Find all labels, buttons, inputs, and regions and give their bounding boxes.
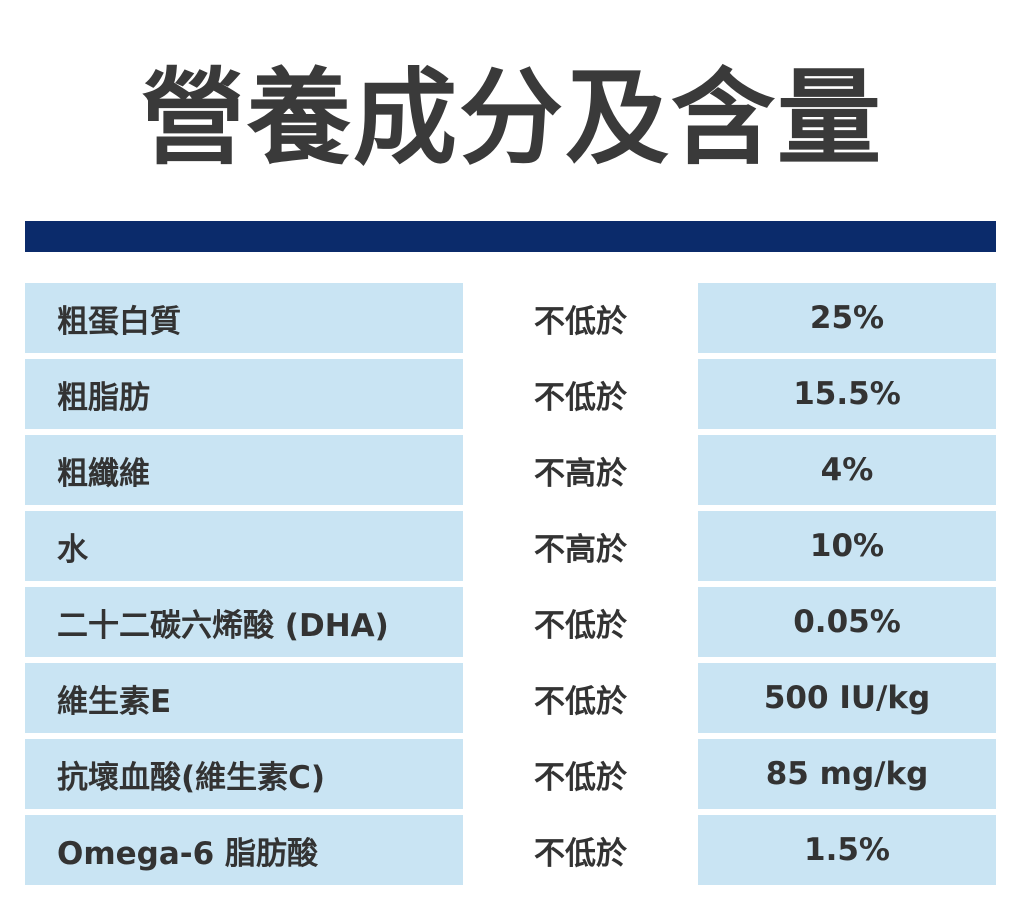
- nutrient-name: 水: [25, 511, 463, 581]
- nutrient-condition: 不低於: [463, 587, 698, 657]
- nutrient-condition: 不高於: [463, 435, 698, 505]
- table-row: 維生素E 不低於 500 IU/kg: [25, 663, 996, 733]
- nutrient-name: 維生素E: [25, 663, 463, 733]
- nutrient-value: 15.5%: [698, 359, 996, 429]
- nutrient-value: 25%: [698, 283, 996, 353]
- nutrient-condition: 不低於: [463, 815, 698, 885]
- nutrient-value: 500 IU/kg: [698, 663, 996, 733]
- nutrient-condition: 不低於: [463, 663, 698, 733]
- table-row: 粗蛋白質 不低於 25%: [25, 283, 996, 353]
- nutrient-value: 85 mg/kg: [698, 739, 996, 809]
- nutrient-value: 1.5%: [698, 815, 996, 885]
- nutrient-condition: 不低於: [463, 283, 698, 353]
- nutrient-condition: 不低於: [463, 739, 698, 809]
- title-divider-bar: [25, 221, 996, 252]
- page-title: 營養成分及含量: [140, 57, 883, 179]
- nutrient-name: Omega-6 脂肪酸: [25, 815, 463, 885]
- table-row: 抗壞血酸(維生素C) 不低於 85 mg/kg: [25, 739, 996, 809]
- nutrient-name: 粗纖維: [25, 435, 463, 505]
- nutrient-condition: 不低於: [463, 359, 698, 429]
- nutrient-name: 粗蛋白質: [25, 283, 463, 353]
- nutrient-name: 抗壞血酸(維生素C): [25, 739, 463, 809]
- table-row: Omega-6 脂肪酸 不低於 1.5%: [25, 815, 996, 885]
- nutrient-name: 粗脂肪: [25, 359, 463, 429]
- nutrient-value: 4%: [698, 435, 996, 505]
- table-row: 二十二碳六烯酸 (DHA) 不低於 0.05%: [25, 587, 996, 657]
- table-row: 粗纖維 不高於 4%: [25, 435, 996, 505]
- nutrient-value: 10%: [698, 511, 996, 581]
- nutrition-table: 粗蛋白質 不低於 25% 粗脂肪 不低於 15.5% 粗纖維 不高於 4% 水 …: [25, 283, 996, 891]
- nutrient-name: 二十二碳六烯酸 (DHA): [25, 587, 463, 657]
- nutrient-value: 0.05%: [698, 587, 996, 657]
- table-row: 水 不高於 10%: [25, 511, 996, 581]
- nutrient-condition: 不高於: [463, 511, 698, 581]
- table-row: 粗脂肪 不低於 15.5%: [25, 359, 996, 429]
